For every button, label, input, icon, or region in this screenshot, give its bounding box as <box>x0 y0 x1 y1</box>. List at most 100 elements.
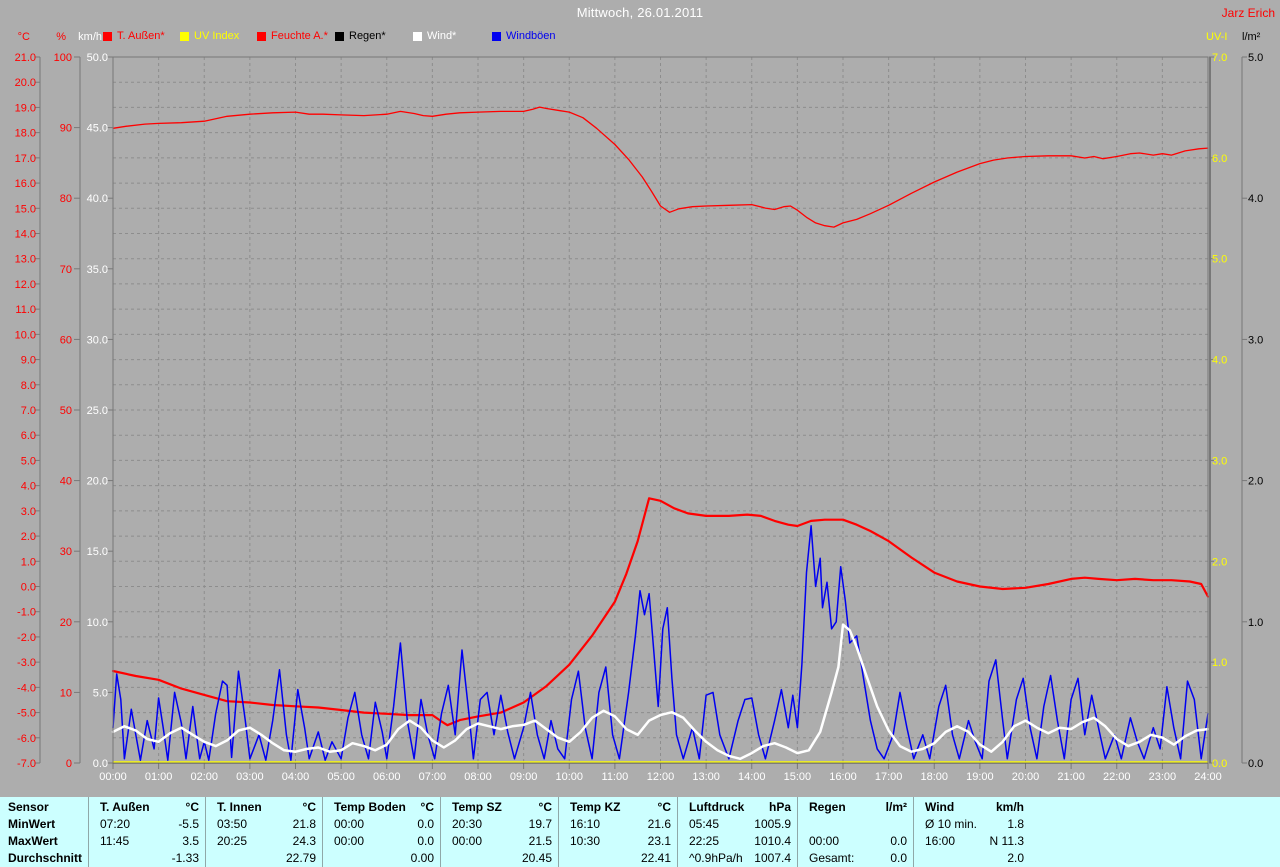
legend-label: Wind* <box>427 30 457 42</box>
temp-tick-label: 7.0 <box>21 405 36 417</box>
temp-tick-label: 16.0 <box>15 178 36 190</box>
cell-value: 1005.9 <box>754 817 791 831</box>
row-label-minwert: MinWert <box>8 817 56 831</box>
col-unit: °C <box>657 800 671 814</box>
x-tick-label: 03:00 <box>236 771 264 783</box>
col-unit: l/m² <box>885 800 907 814</box>
temp-tick-label: 8.0 <box>21 380 36 392</box>
temp-tick-label: 5.0 <box>21 455 36 467</box>
cell-time: 22:25 <box>689 834 720 848</box>
cell-value: 19.7 <box>528 817 552 831</box>
legend-item-4: Regen* <box>335 30 386 42</box>
legend-label: Feuchte A.* <box>271 30 328 42</box>
x-tick-label: 14:00 <box>738 771 766 783</box>
col-header: Regen <box>809 800 846 814</box>
x-tick-label: 04:00 <box>282 771 310 783</box>
cell-time: 00:00 <box>452 834 483 848</box>
hum-tick-label: 100 <box>54 52 72 64</box>
cell-value: 2.0 <box>1007 851 1024 865</box>
legend-label: T. Außen* <box>117 30 165 42</box>
cell-value: 24.3 <box>292 834 316 848</box>
rain-tick-label: 3.0 <box>1248 334 1263 346</box>
uv-tick-label: 5.0 <box>1212 254 1227 266</box>
temp-tick-label: 2.0 <box>21 531 36 543</box>
cell-value: 21.5 <box>528 834 552 848</box>
col-header: Temp SZ <box>452 800 502 814</box>
x-tick-label: 21:00 <box>1057 771 1085 783</box>
uv-tick-label: 2.0 <box>1212 556 1227 568</box>
wind-tick-label: 10.0 <box>87 617 108 629</box>
legend-item-2: UV Index <box>180 30 239 42</box>
uv-tick-label: 6.0 <box>1212 153 1227 165</box>
cell-time: ^0.9hPa/h <box>689 851 743 865</box>
uv-axis-unit: UV-I <box>1206 31 1227 43</box>
legend-item-3: Feuchte A.* <box>257 30 328 42</box>
cell-value: 3.5 <box>182 834 199 848</box>
cell-time: 07:20 <box>100 817 131 831</box>
x-tick-label: 01:00 <box>145 771 173 783</box>
cell-time: 05:45 <box>689 817 720 831</box>
cell-value: 20.45 <box>521 851 552 865</box>
x-tick-label: 19:00 <box>966 771 994 783</box>
x-tick-label: 12:00 <box>647 771 675 783</box>
temp-tick-label: 11.0 <box>15 304 36 316</box>
legend-label: Regen* <box>349 30 386 42</box>
cell-time: 10:30 <box>570 834 601 848</box>
x-tick-label: 06:00 <box>373 771 401 783</box>
uv-tick-label: 3.0 <box>1212 455 1227 467</box>
col-header: Temp KZ <box>570 800 621 814</box>
table-separator <box>205 797 206 867</box>
hum-axis-unit: % <box>56 31 66 43</box>
wind-tick-label: 30.0 <box>87 334 108 346</box>
legend-swatch-icon <box>335 31 344 41</box>
x-tick-label: 22:00 <box>1103 771 1131 783</box>
col-unit: °C <box>185 800 199 814</box>
cell-value: 21.8 <box>292 817 316 831</box>
legend-item-6: Windböen <box>492 30 556 42</box>
temp-tick-label: 1.0 <box>21 556 36 568</box>
cell-time: 16:10 <box>570 817 601 831</box>
hum-tick-label: 30 <box>60 546 72 558</box>
x-tick-label: 02:00 <box>190 771 218 783</box>
x-tick-label: 13:00 <box>692 771 720 783</box>
x-tick-label: 08:00 <box>464 771 492 783</box>
cell-value: 0.0 <box>417 834 434 848</box>
col-header: Wind <box>925 800 955 814</box>
legend-item-5: Wind* <box>413 30 456 42</box>
legend-swatch-icon <box>103 31 112 41</box>
hum-tick-label: 50 <box>60 405 72 417</box>
x-tick-label: 17:00 <box>875 771 903 783</box>
temp-tick-label: -7.0 <box>17 758 36 770</box>
x-tick-label: 07:00 <box>419 771 447 783</box>
hum-tick-label: 70 <box>60 264 72 276</box>
series-feuchtea <box>112 106 1209 228</box>
hum-tick-label: 80 <box>60 193 72 205</box>
x-tick-label: 15:00 <box>784 771 812 783</box>
temp-tick-label: -6.0 <box>17 733 36 745</box>
weather-chart: 21.0 20.0 19.0 18.0 17.0 16.0 15.0 14.0 13.0 12.0… <box>15 31 1264 783</box>
hum-tick-label: 0 <box>66 758 72 770</box>
rain-tick-label: 1.0 <box>1248 617 1263 629</box>
cell-time: 11:45 <box>100 834 130 848</box>
row-label-sensor: Sensor <box>8 800 49 814</box>
legend-label: Windböen <box>506 30 556 42</box>
row-label-durchschnitt: Durchschnitt <box>8 851 83 865</box>
cell-value: 22.79 <box>285 851 316 865</box>
author-watermark: Jarz Erich <box>1221 6 1275 20</box>
cell-value: 0.0 <box>890 851 907 865</box>
legend-swatch-icon <box>257 31 266 41</box>
cell-value: -5.5 <box>178 817 199 831</box>
cell-time: 00:00 <box>334 834 365 848</box>
temp-tick-label: 21.0 <box>15 52 36 64</box>
cell-value: 0.0 <box>417 817 434 831</box>
cell-time: Ø 10 min. <box>925 817 978 831</box>
rain-tick-label: 4.0 <box>1248 193 1263 205</box>
table-separator <box>913 797 914 867</box>
hum-tick-label: 90 <box>60 123 72 135</box>
temp-tick-label: 19.0 <box>15 102 36 114</box>
temp-tick-label: 9.0 <box>21 355 36 367</box>
cell-time: Gesamt: <box>809 851 855 865</box>
wind-tick-label: 5.0 <box>93 687 108 699</box>
uv-tick-label: 0.0 <box>1212 758 1227 770</box>
